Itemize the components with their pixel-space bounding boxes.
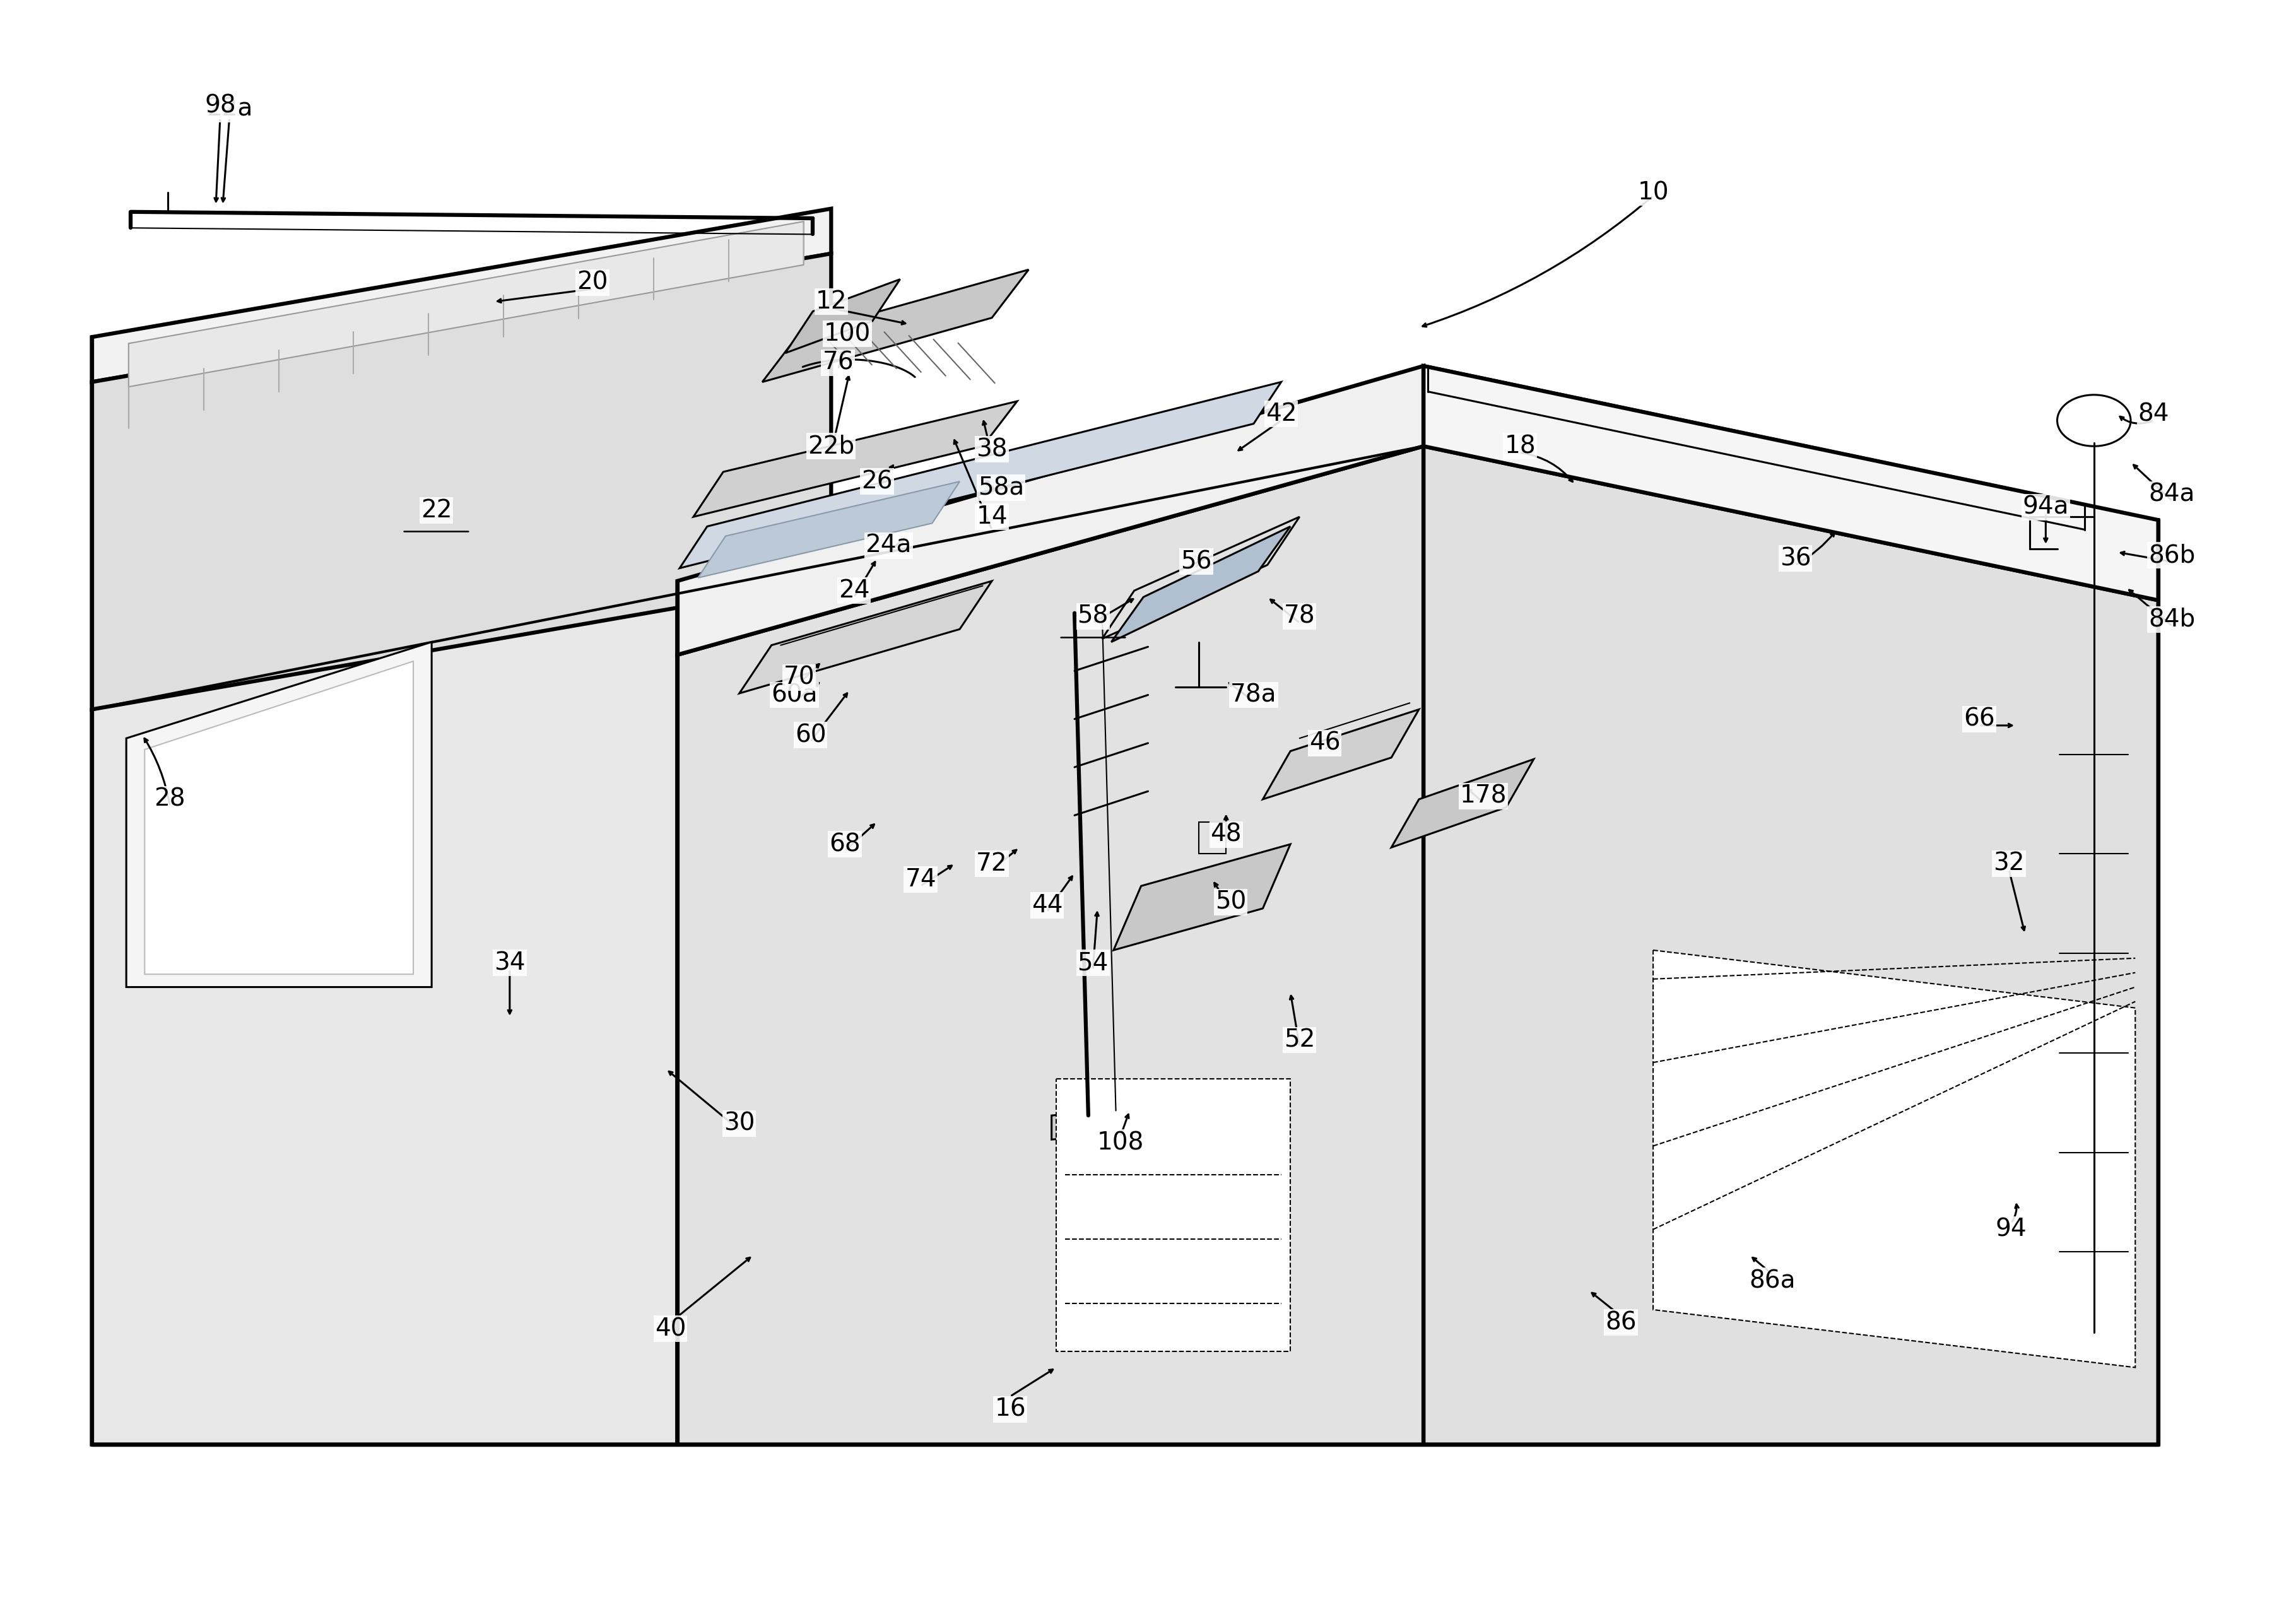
Text: 100: 100 [824,323,870,345]
Text: 22: 22 [420,499,452,522]
Polygon shape [698,481,960,578]
Polygon shape [1263,709,1419,799]
Polygon shape [145,661,413,974]
Text: 70: 70 [783,666,815,689]
Text: 22b: 22b [808,435,854,457]
Text: 98: 98 [204,95,236,117]
Polygon shape [1653,950,2135,1367]
Text: 24a: 24a [866,534,912,557]
Text: 108: 108 [1097,1132,1143,1154]
Polygon shape [1114,844,1290,950]
Polygon shape [680,382,1281,568]
Text: 84a: 84a [2149,483,2195,506]
Text: 54: 54 [1077,952,1109,974]
Text: 20: 20 [576,271,608,294]
Text: 46: 46 [1309,732,1341,754]
Text: 16: 16 [994,1398,1026,1420]
Text: 72: 72 [976,852,1008,875]
Circle shape [2066,401,2122,440]
Text: 58a: 58a [978,477,1024,499]
Text: 78: 78 [1283,605,1316,628]
Text: 52: 52 [1283,1029,1316,1051]
Polygon shape [739,581,992,693]
Text: 36: 36 [1779,547,1812,570]
Polygon shape [129,221,804,387]
Polygon shape [1111,526,1290,642]
Text: 32: 32 [1993,852,2025,875]
Text: 78a: 78a [1231,684,1277,706]
Text: 28: 28 [154,788,186,811]
Text: 48: 48 [1210,823,1242,846]
Text: 84b: 84b [2149,608,2195,631]
Text: 76: 76 [822,351,854,374]
Polygon shape [92,209,831,382]
Text: 10: 10 [1637,181,1669,204]
Text: 66: 66 [1963,708,1995,730]
Text: 22a: 22a [207,98,253,120]
Polygon shape [1424,366,2158,600]
Polygon shape [693,401,1017,517]
Text: 40: 40 [654,1318,687,1340]
Text: 50: 50 [1215,891,1247,913]
Polygon shape [1056,1079,1290,1351]
Text: 38: 38 [976,438,1008,461]
Polygon shape [126,642,432,987]
Polygon shape [1052,1107,1143,1140]
Polygon shape [1391,759,1534,847]
Text: 94a: 94a [2023,496,2069,518]
Text: 14: 14 [976,506,1008,528]
Text: 74: 74 [905,868,937,891]
Text: 60a: 60a [771,684,817,706]
Text: 56: 56 [1180,551,1212,573]
Text: 94: 94 [1995,1218,2027,1241]
Text: 60: 60 [794,724,827,746]
Text: 26: 26 [861,470,893,493]
Polygon shape [92,581,677,1444]
Text: 24: 24 [838,579,870,602]
Text: 34: 34 [494,952,526,974]
Polygon shape [1424,446,2158,1444]
Text: 44: 44 [1031,894,1063,916]
Text: 86b: 86b [2149,544,2195,567]
Text: 86a: 86a [1750,1270,1795,1292]
Text: 68: 68 [829,833,861,855]
Polygon shape [785,279,900,353]
Text: 86: 86 [1605,1311,1637,1334]
Text: 178: 178 [1460,785,1506,807]
Text: 58: 58 [1077,605,1109,628]
Polygon shape [677,366,1424,655]
Polygon shape [677,446,1424,1444]
Text: 42: 42 [1265,403,1297,425]
Text: 30: 30 [723,1112,755,1135]
Text: 84: 84 [2138,403,2170,425]
Text: 18: 18 [1504,435,1536,457]
Text: 12: 12 [815,291,847,313]
Polygon shape [92,254,831,709]
Polygon shape [762,270,1029,382]
